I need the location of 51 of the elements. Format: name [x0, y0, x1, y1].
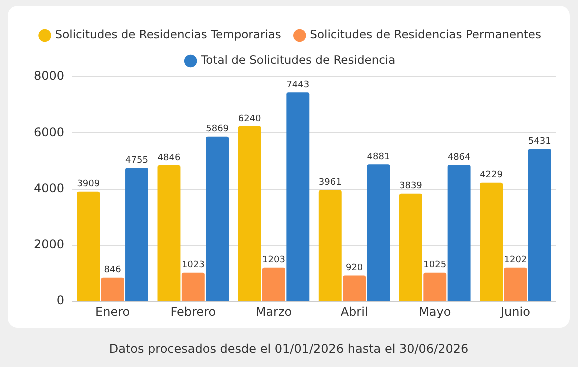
data-label: 3961: [318, 178, 342, 188]
data-label: 7443: [286, 80, 310, 90]
bar: [318, 190, 342, 302]
bar: [504, 268, 528, 302]
data-label: 5431: [528, 136, 552, 147]
data-label: 920: [346, 264, 364, 274]
x-tick-label: Febrero: [170, 304, 216, 319]
data-label: 4846: [158, 153, 181, 164]
data-label: 3909: [77, 180, 100, 190]
y-tick-label: 2000: [34, 238, 65, 252]
bar: [399, 194, 422, 302]
bar: [262, 268, 286, 302]
bar: [126, 168, 148, 302]
data-label: 1023: [182, 260, 205, 271]
data-label: 3839: [400, 182, 423, 192]
y-tick-label: 0: [56, 294, 65, 308]
text: Datos procesados desde el 01/01/2026 hasta el 30/06/2026: [108, 342, 470, 356]
legend-label: Solicitudes de Residencias Permanentes: [310, 28, 542, 42]
bar: [77, 192, 100, 302]
data-label: 1025: [424, 260, 447, 271]
bar: [101, 278, 124, 302]
x-tick-label: Abril: [340, 304, 368, 319]
bar: [182, 272, 205, 302]
bar: [206, 136, 230, 302]
bar: [158, 166, 181, 302]
data-label: 4229: [480, 170, 504, 181]
x-tick-label: Marzo: [256, 304, 292, 319]
data-label: 5869: [206, 124, 230, 135]
legend-label: Total de Solicitudes de Residencia: [200, 53, 396, 68]
bar: [424, 272, 447, 302]
legend-label: Solicitudes de Residencias Temporarias: [55, 28, 282, 42]
data-label: 6240: [238, 114, 262, 124]
bar: [286, 92, 310, 302]
data-label: 4881: [367, 152, 390, 162]
bar: [528, 149, 552, 302]
y-tick-label: 8000: [34, 69, 65, 84]
x-tick-label: Mayo: [419, 304, 452, 319]
x-tick-label: Enero: [96, 304, 130, 319]
bar: [367, 164, 390, 302]
x-tick-label: Junio: [500, 304, 530, 319]
data-label: 4864: [448, 152, 472, 163]
data-label: 846: [104, 266, 122, 276]
bar: [448, 165, 471, 302]
data-label: 1202: [504, 256, 528, 266]
data-label: 1203: [262, 256, 286, 266]
data-label: 4755: [126, 156, 148, 166]
y-tick-label: 6000: [34, 125, 65, 140]
bar: [343, 276, 366, 302]
bar: [480, 182, 504, 302]
bar: [238, 126, 262, 302]
y-tick-label: 4000: [34, 181, 65, 196]
